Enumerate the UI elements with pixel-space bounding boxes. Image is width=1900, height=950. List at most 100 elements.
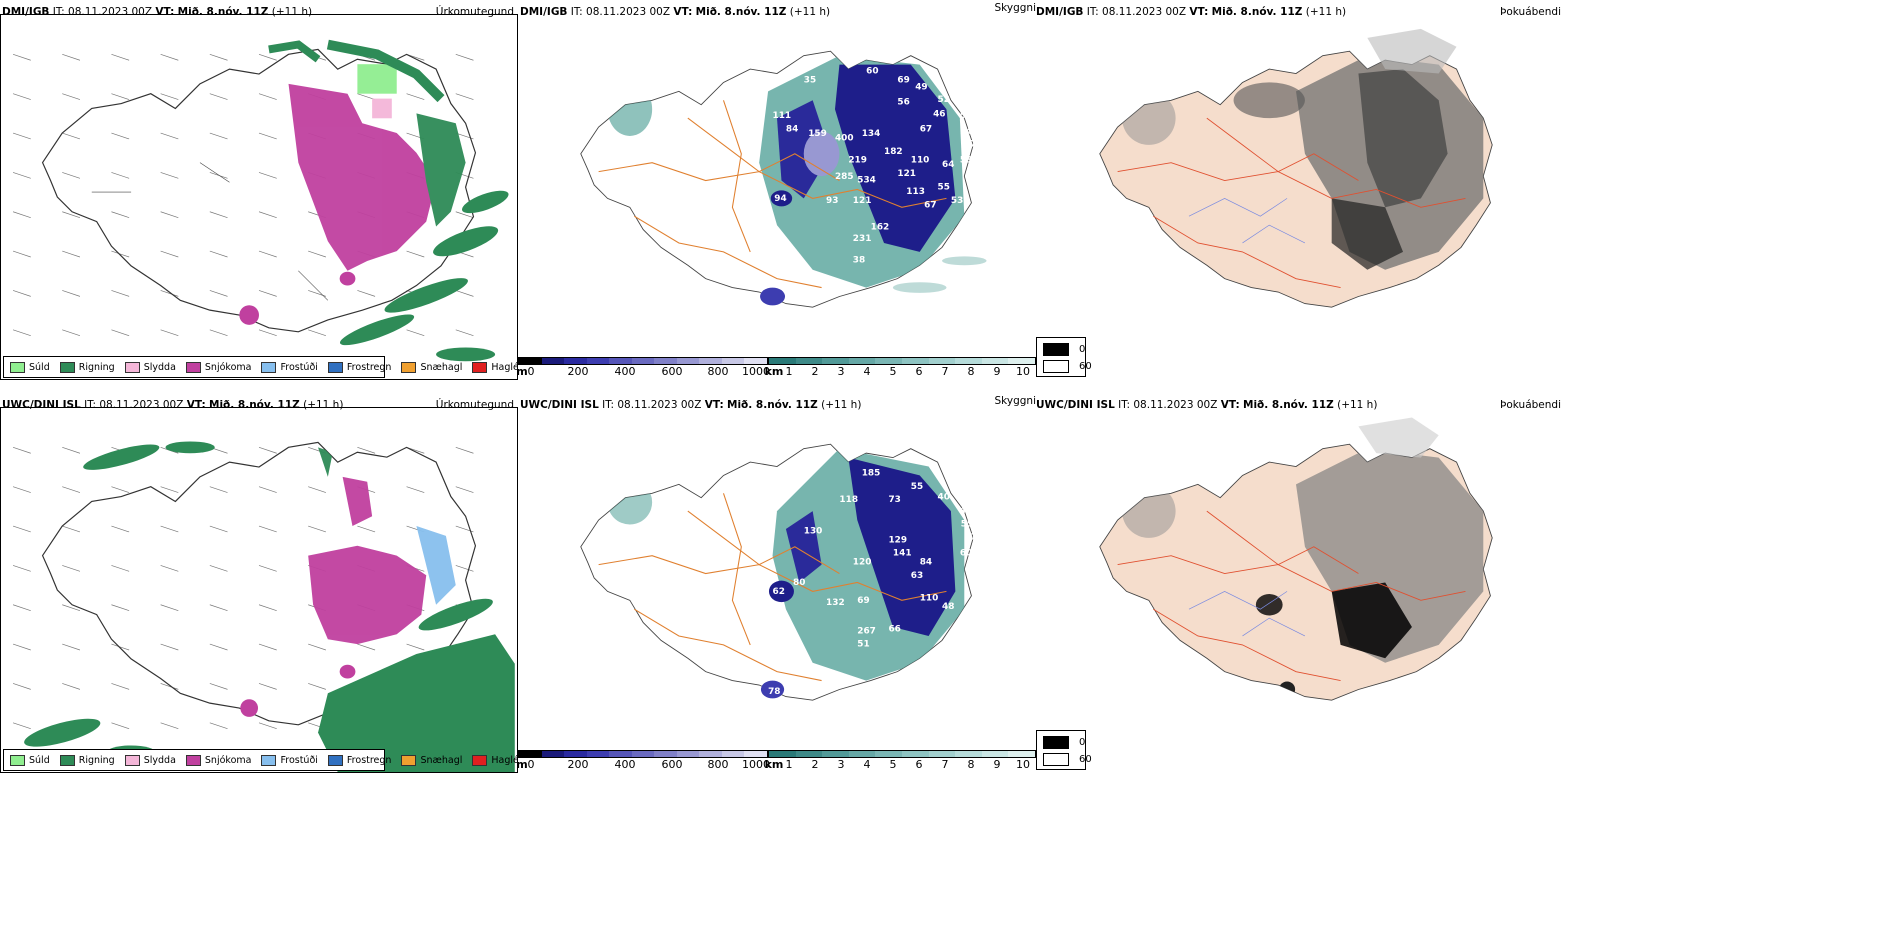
peak-label: 219 xyxy=(848,156,867,166)
ceiling-color-step xyxy=(699,751,722,757)
fog-legend-row: 0 xyxy=(1043,343,1085,356)
peak-label: 80 xyxy=(793,578,805,588)
fog-title: Þokuábendi xyxy=(1500,399,1561,411)
ceiling-color-step xyxy=(654,358,677,364)
legend-item: Frostregn xyxy=(327,361,391,373)
peak-label: 69 xyxy=(857,596,869,606)
peak-label: 67 xyxy=(920,124,932,134)
ceiling-color-step xyxy=(519,358,542,364)
peak-label: 267 xyxy=(857,626,876,636)
precip-title: Úrkomutegund xyxy=(435,6,514,18)
visibility-color-step xyxy=(795,751,823,757)
peak-label: 534 xyxy=(857,175,876,185)
visibility-color-step xyxy=(928,358,956,364)
legend-item: Frostúði xyxy=(261,754,318,766)
panel-header: UWC/DINI ISL IT: 08.11.2023 00Z VT: Mið.… xyxy=(2,399,344,411)
legend-swatch-drizzle xyxy=(10,754,25,766)
peak-label: 53 xyxy=(960,156,972,166)
visibility-color-step xyxy=(769,358,796,364)
fog-title: Þokuábendi xyxy=(1500,6,1561,18)
visibility-colorbar-strip xyxy=(768,357,1036,365)
panel-header: DMI/IGB IT: 08.11.2023 00Z VT: Mið. 8.nó… xyxy=(520,6,831,18)
fog-legend-row: 60 xyxy=(1043,753,1092,766)
visibility-color-step xyxy=(848,751,876,757)
ceiling-colorbar-strip xyxy=(518,750,768,758)
legend-swatch-snow-pellets xyxy=(401,754,417,766)
peak-label: 38 xyxy=(853,256,865,266)
legend-item: Haglél xyxy=(472,361,522,373)
peak-label: 110 xyxy=(911,156,930,166)
peak-label: 60 xyxy=(960,549,972,559)
peak-label: 134 xyxy=(862,129,881,139)
fog-swatch-white xyxy=(1043,753,1069,766)
peak-label: 120 xyxy=(853,558,872,568)
fog-panel-row2: UWC/DINI ISL IT: 08.11.2023 00Z VT: Mið.… xyxy=(1036,393,1900,773)
peak-label: 51 xyxy=(964,533,976,543)
legend-item: Rigning xyxy=(59,754,115,766)
ceiling-color-step xyxy=(744,358,768,364)
peak-label: 84 xyxy=(786,124,798,134)
legend-item: Slydda xyxy=(124,361,176,373)
visibility-color-step xyxy=(955,751,982,757)
legend-swatch-drizzle xyxy=(10,361,25,373)
legend-swatch-rain xyxy=(59,754,75,766)
peak-label: 69 xyxy=(897,75,909,85)
ceiling-color-step xyxy=(631,358,655,364)
ceiling-color-step xyxy=(586,751,610,757)
peak-label: 48 xyxy=(942,602,954,612)
legend-swatch-hail xyxy=(472,754,488,766)
peak-label: 110 xyxy=(920,593,939,603)
peak-label: 57 xyxy=(964,140,976,150)
fog-map xyxy=(1099,417,1493,701)
peak-label: 182 xyxy=(884,147,903,157)
peak-label: 159 xyxy=(808,129,827,139)
ceiling-color-step xyxy=(519,751,542,757)
peak-label: 78 xyxy=(768,687,780,697)
ceiling-color-step xyxy=(699,358,722,364)
peak-label: 52 xyxy=(938,95,950,105)
panel-header: DMI/IGB IT: 08.11.2023 00Z VT: Mið. 8.nó… xyxy=(1036,6,1347,18)
ceiling-color-step xyxy=(654,751,677,757)
ceiling-unit: m xyxy=(516,365,528,378)
peak-label: 130 xyxy=(804,526,823,536)
ceiling-color-step xyxy=(541,751,565,757)
legend-item: Haglél xyxy=(472,754,522,766)
fog-swatch-black xyxy=(1043,343,1069,356)
visibility-ticks: km 1 2 3 4 5 6 7 8 9 10 xyxy=(764,758,1030,771)
peak-label: 55 xyxy=(911,482,923,492)
visibility-color-step xyxy=(822,358,849,364)
visibility-color-step xyxy=(1008,751,1035,757)
ceiling-color-step xyxy=(609,358,632,364)
legend-item: Frostúði xyxy=(261,361,318,373)
visibility-unit: km xyxy=(764,758,784,771)
visibility-unit: km xyxy=(764,365,784,378)
ceiling-color-step xyxy=(676,358,700,364)
visibility-color-step xyxy=(822,751,849,757)
peak-label: 118 xyxy=(839,495,858,505)
ceiling-color-step xyxy=(564,358,587,364)
peak-label: 53 xyxy=(951,196,963,206)
visibility-colorbar: km 1 2 3 4 5 6 7 8 9 10 xyxy=(764,750,1036,771)
legend-item: Súld xyxy=(10,754,50,766)
fog-panel-row1: DMI/IGB IT: 08.11.2023 00Z VT: Mið. 8.nó… xyxy=(1036,0,1900,380)
fog-legend: 0 60 xyxy=(1036,337,1092,377)
visibility-color-step xyxy=(955,358,982,364)
peak-label: 64 xyxy=(942,160,954,170)
visibility-color-step xyxy=(928,751,956,757)
cloud-title: Skyggni xyxy=(994,2,1037,14)
peak-label: 94 xyxy=(774,194,786,204)
ceiling-color-step xyxy=(586,358,610,364)
map-frame xyxy=(0,407,518,773)
cloud-panel-row1: DMI/IGB IT: 08.11.2023 00Z VT: Mið. 8.nó… xyxy=(516,0,1037,380)
precip-panel-row1: DMI/IGB IT: 08.11.2023 00Z VT: Mið. 8.nó… xyxy=(0,0,522,380)
peak-label: 51 xyxy=(857,640,869,650)
peak-label: 141 xyxy=(893,549,912,559)
legend-item: Rigning xyxy=(59,361,115,373)
ceiling-color-step xyxy=(631,751,655,757)
peak-label: 73 xyxy=(888,495,900,505)
peak-label: 162 xyxy=(871,223,890,233)
visibility-color-step xyxy=(1008,358,1035,364)
peak-label: 113 xyxy=(906,187,925,197)
visibility-color-step xyxy=(901,358,929,364)
ceiling-colorbar: m 0 200 400 600 800 1000 xyxy=(516,750,770,771)
